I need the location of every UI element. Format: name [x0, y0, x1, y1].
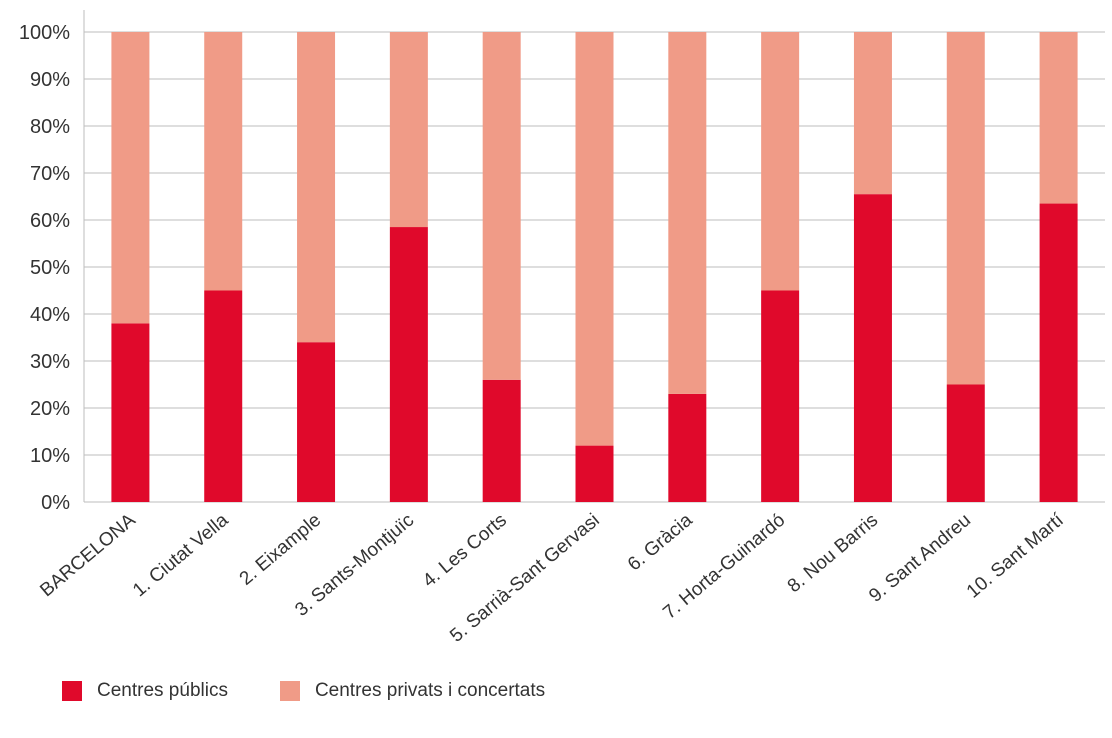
y-tick-label: 70%	[30, 163, 70, 185]
x-tick-label: 2. Eixample	[236, 510, 326, 590]
bar-public	[204, 290, 243, 502]
bar-private	[204, 32, 243, 291]
x-tick-label: 10. Sant Martí	[963, 509, 1068, 602]
y-tick-label: 10%	[30, 445, 70, 467]
bar-private	[111, 32, 150, 324]
legend-label-private: Centres privats i concertats	[314, 680, 546, 701]
legend: Centres públics Centres privats i concer…	[62, 680, 597, 702]
legend-item-private: Centres privats i concertats	[279, 680, 546, 702]
y-tick-label: 30%	[30, 351, 70, 373]
x-tick-label: 1. Ciutat Vella	[129, 509, 233, 601]
legend-label-public: Centres públics	[97, 680, 228, 701]
bar-public	[297, 342, 336, 502]
bar-private	[575, 32, 614, 446]
bar-private	[1039, 32, 1078, 204]
x-tick-label: 5. Sarrià-Sant Gervasi	[446, 510, 603, 647]
x-tick-label: 4. Les Corts	[419, 510, 511, 592]
bar-public	[946, 384, 985, 502]
legend-item-public: Centres públics	[62, 680, 228, 702]
bar-private	[389, 32, 428, 228]
y-tick-label: 20%	[30, 398, 70, 420]
bar-public	[853, 194, 892, 502]
bar-public	[389, 227, 428, 503]
bar-public	[111, 323, 150, 502]
x-tick-label: 6. Gràcia	[624, 509, 697, 575]
bar-private	[946, 32, 985, 385]
legend-swatch-private	[279, 681, 300, 701]
bar-public	[761, 290, 800, 502]
y-tick-label: 0%	[41, 492, 70, 514]
bar-public	[668, 393, 707, 502]
x-tick-label: BARCELONA	[36, 510, 140, 602]
legend-swatch-public	[62, 681, 82, 701]
bar-private	[853, 32, 892, 195]
x-tick-label: 8. Nou Barris	[784, 510, 882, 597]
y-tick-label: 90%	[30, 69, 70, 91]
y-tick-label: 40%	[30, 304, 70, 326]
y-tick-label: 60%	[30, 210, 70, 232]
bar-private	[482, 32, 521, 380]
y-tick-label: 80%	[30, 116, 70, 138]
bar-private	[668, 32, 707, 394]
bar-public	[1039, 203, 1078, 503]
bar-private	[761, 32, 800, 291]
x-tick-label: 9. Sant Andreu	[865, 510, 975, 607]
bar-public	[482, 379, 521, 502]
y-tick-label: 100%	[19, 22, 70, 44]
y-tick-label: 50%	[30, 257, 70, 279]
bar-public	[575, 445, 614, 502]
bar-private	[297, 32, 336, 343]
